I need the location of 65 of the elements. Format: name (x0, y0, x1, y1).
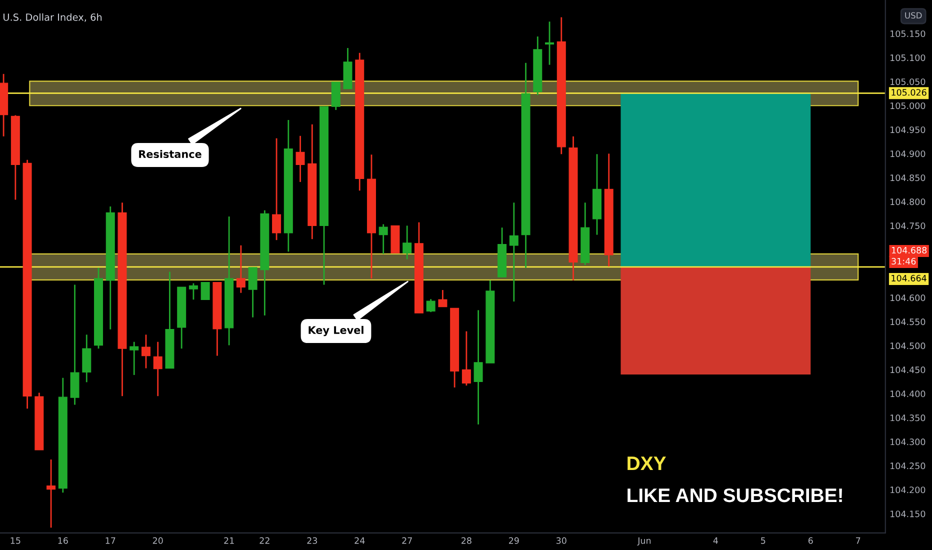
x-tick-label: 30 (556, 537, 566, 544)
candlestick (272, 138, 282, 241)
y-tick-label: 104.900 (890, 150, 926, 158)
annotation: LIKE AND SUBSCRIBE! (628, 488, 842, 502)
y-tick-label: 105.050 (890, 78, 926, 86)
candlestick (296, 135, 305, 183)
text: USD (905, 12, 922, 19)
candlestick (82, 334, 92, 383)
y-tick-label: 104.850 (890, 174, 926, 182)
x-tick-label: 4 (713, 537, 718, 544)
x-tick-label: 23 (307, 537, 318, 544)
x-tick-label: 16 (58, 537, 68, 544)
y-tick-label: 104.300 (890, 438, 926, 446)
y-tick-label: 104.550 (890, 318, 926, 326)
candlestick (509, 202, 518, 302)
y-tick-label: 105.150 (890, 30, 926, 38)
x-tick-label: 27 (402, 537, 412, 544)
candlestick (141, 334, 150, 369)
annotation: Resistance (139, 150, 202, 158)
y-tick-label: 104.750 (890, 222, 926, 230)
y-tick-label: 104.200 (890, 486, 926, 494)
x-tick-label: 7 (856, 537, 860, 544)
ref-line-label: 105.026 (892, 89, 926, 96)
x-tick-label: 5 (761, 537, 766, 544)
y-tick-label: 104.500 (890, 342, 926, 350)
text: 31:46 (892, 258, 916, 265)
y-tick-label: 104.800 (890, 198, 926, 206)
x-tick-label: 22 (260, 537, 270, 544)
y-tick-label: 104.350 (890, 414, 926, 422)
x-tick-label: Jun (637, 537, 651, 546)
annotation: Key Level (308, 326, 364, 336)
candlestick (188, 282, 198, 300)
x-tick-label: 28 (462, 537, 472, 544)
candlestick (438, 289, 448, 308)
x-tick-label: 24 (354, 537, 365, 544)
candlestick (545, 20, 554, 66)
x-tick-label: 21 (224, 537, 234, 544)
candlestick (248, 266, 258, 318)
candlestick (426, 298, 436, 313)
candlestick (402, 224, 412, 260)
candlestick (130, 341, 139, 376)
x-tick-label: 29 (508, 537, 519, 544)
y-tick-label: 104.450 (890, 366, 926, 374)
candlestick (474, 309, 483, 426)
ref-line-label: 104.664 (892, 274, 926, 282)
candlestick (200, 282, 210, 300)
annotation: DXY (628, 456, 666, 470)
y-tick-label: 104.600 (890, 294, 926, 302)
candlestick (462, 330, 471, 386)
candlestick (236, 244, 246, 294)
x-tick-label: 15 (10, 537, 20, 544)
y-tick-label: 104.250 (890, 462, 926, 470)
y-tick-label: 104.150 (890, 510, 926, 518)
candlestick (378, 224, 388, 255)
y-tick-label: 105.000 (890, 102, 926, 110)
y-tick-label: 104.950 (890, 126, 926, 134)
x-tick-label: 6 (808, 537, 813, 544)
candlestick (46, 458, 56, 528)
text: 104.688 (892, 246, 927, 254)
x-tick-label: 20 (152, 537, 163, 544)
x-tick-label: 17 (106, 537, 116, 544)
text: U.S. Dollar Index, 6h (4, 13, 102, 22)
candlestick (153, 341, 162, 397)
y-tick-label: 104.400 (890, 390, 926, 398)
y-tick-label: 105.100 (890, 54, 926, 62)
